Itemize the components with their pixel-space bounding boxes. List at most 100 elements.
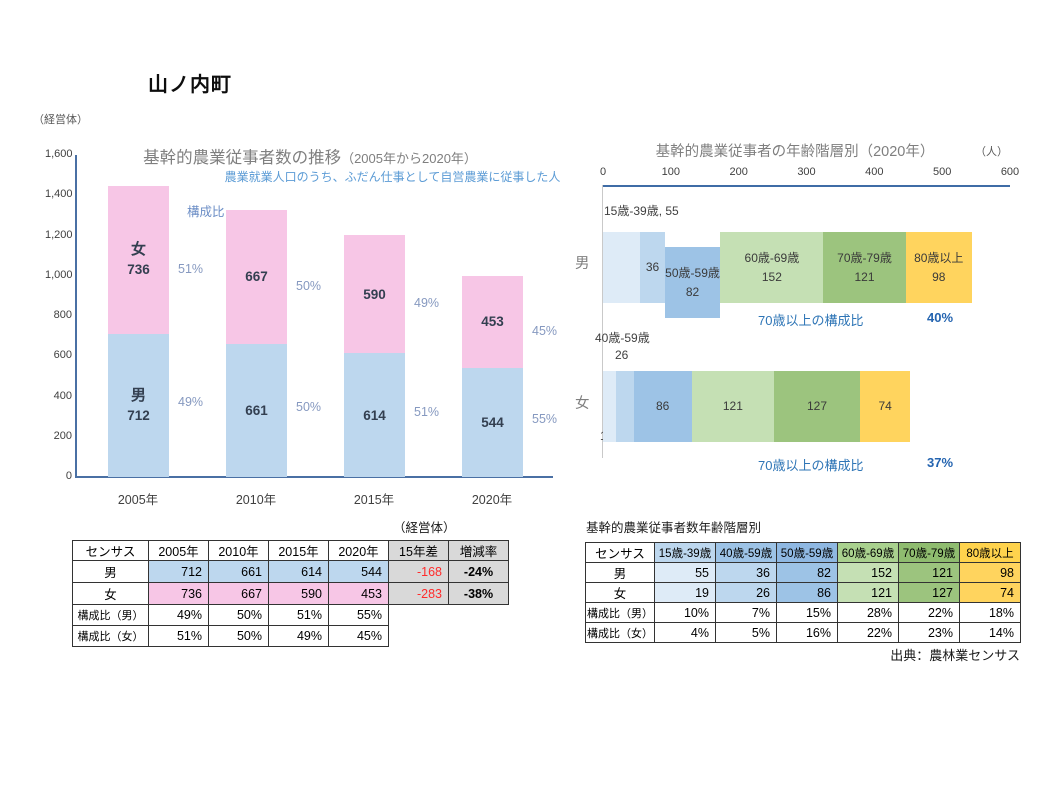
male-value-label: 661 xyxy=(245,402,268,418)
row-label: 構成比（女） xyxy=(72,625,149,647)
trend-chart-title: 基幹的農業従事者数の推移（2005年から2020年） xyxy=(75,144,545,168)
unit-label-people: （人） xyxy=(975,146,1008,158)
male-pct-label: 50% xyxy=(296,400,322,415)
column-header: 2005年 xyxy=(148,540,209,561)
value-cell: 4% xyxy=(654,622,716,643)
female-value-label: 590 xyxy=(363,286,386,302)
y-axis-tick-label: 400 xyxy=(53,389,72,402)
female-40-59-callout-label: 40歳-59歳 xyxy=(595,331,650,345)
trend-chart-title-main: 基幹的農業従事者数の推移 xyxy=(143,149,342,167)
age-y-axis-line xyxy=(602,185,603,458)
male-value-label: 544 xyxy=(481,414,504,430)
x-axis-tick-label: 200 xyxy=(729,166,748,178)
male-segment-value: 82 xyxy=(685,284,700,299)
value-cell: 23% xyxy=(898,622,960,643)
column-header: 60歳-69歳 xyxy=(837,542,899,563)
female-pct-label: 45% xyxy=(532,323,558,338)
x-axis-category-label: 2005年 xyxy=(117,493,159,507)
value-cell: 121 xyxy=(837,582,899,603)
male-pct-label: 49% xyxy=(178,395,204,410)
female-age-segment-60歳-69歳: 121 xyxy=(691,371,774,442)
y-axis-tick-label: 1,200 xyxy=(45,228,73,241)
male-segment-group-label: 50歳-59歳 xyxy=(665,265,720,280)
male-value-label: 614 xyxy=(363,407,386,423)
male-youngest-callout: 15歳-39歳, 55 xyxy=(604,204,679,218)
female-over70-ratio-label: 70歳以上の構成比 xyxy=(758,458,864,473)
value-cell: 453 xyxy=(328,582,389,605)
male-bar-segment-2005年: 男 712 xyxy=(108,333,169,477)
male-age-segment-70歳-79歳: 70歳-79歳 121 xyxy=(823,232,906,303)
male-segment-value: 121 xyxy=(854,269,875,284)
row-label: 構成比（女） xyxy=(585,622,655,643)
table-row: -283 -38% xyxy=(388,582,509,605)
row-label: 女 xyxy=(585,582,655,603)
value-cell: 22% xyxy=(837,622,899,643)
trend-chart: 基幹的農業従事者数の推移（2005年から2020年） 農業就業人口のうち、ふだん… xyxy=(45,140,575,522)
y-axis-tick-label: 200 xyxy=(53,429,72,442)
y-axis-tick-label: 1,000 xyxy=(45,268,73,281)
male-pct-label: 55% xyxy=(532,412,558,427)
male-segment-group-label: 60歳-69歳 xyxy=(744,250,800,265)
female-value-label: 736 xyxy=(127,262,150,278)
x-axis-category-label: 2015年 xyxy=(353,493,395,507)
y-axis-tick-label: 1,600 xyxy=(45,148,73,160)
male-age-segment-40歳-59歳: 36 xyxy=(640,232,665,303)
male-age-segment-15歳-39歳 xyxy=(603,232,641,303)
column-header: 40歳-59歳 xyxy=(715,542,777,563)
table-row: 女 736 667 590 453 xyxy=(72,582,389,605)
age-chart-title: 基幹的農業従事者の年齢階層別（2020年） xyxy=(655,144,935,160)
value-cell: 590 xyxy=(268,582,329,605)
female-age-segment-40歳-59歳 xyxy=(615,371,634,442)
table-row: 女 19 26 86 121 127 74 xyxy=(585,582,1021,603)
value-cell: 50% xyxy=(208,604,269,626)
value-cell: 736 xyxy=(148,582,209,605)
table-row: 構成比（女） 51% 50% 49% 45% xyxy=(72,625,389,647)
table-row: 15年差 増減率 xyxy=(388,540,509,561)
column-header: 2020年 xyxy=(328,540,389,561)
table-row: 男 55 36 82 152 121 98 xyxy=(585,562,1021,583)
x-axis-tick-label: 500 xyxy=(932,166,952,178)
value-cell: 55% xyxy=(328,604,389,626)
male-series-label: 男 xyxy=(130,386,146,404)
female-segment-value: 127 xyxy=(806,399,828,413)
female-bar-segment-2015年: 590 xyxy=(344,234,405,354)
y-axis-tick-label: 1,400 xyxy=(45,188,73,201)
column-header: 15歳-39歳 xyxy=(654,542,716,563)
male-bar-segment-2020年: 544 xyxy=(462,367,523,477)
value-cell: 51% xyxy=(148,625,209,647)
female-pct-label: 51% xyxy=(178,261,204,276)
x-axis-tick-label: 300 xyxy=(797,166,816,178)
x-axis-category-label: 2020年 xyxy=(471,493,513,507)
age-x-axis-line xyxy=(603,185,1010,187)
trend-chart-subtitle: 農業就業人口のうち、ふだん仕事として自営農業に従事した人 xyxy=(224,170,561,184)
female-series-label: 女 xyxy=(130,241,146,259)
value-cell: 74 xyxy=(959,582,1021,603)
value-cell: 7% xyxy=(715,602,777,623)
column-header: 70歳-79歳 xyxy=(898,542,960,563)
value-cell: 152 xyxy=(837,562,899,583)
column-header: 2015年 xyxy=(268,540,329,561)
female-40-59-callout-value: 26 xyxy=(615,348,629,362)
table-row: 構成比（男） 49% 50% 51% 55% xyxy=(72,604,389,626)
value-cell: 121 xyxy=(898,562,960,583)
rate-cell: -24% xyxy=(448,560,509,583)
female-value-label: 667 xyxy=(245,269,268,285)
trend-chart-title-range: （2005年から2020年） xyxy=(341,151,477,166)
table-row: 構成比（男） 10% 7% 15% 28% 22% 18% xyxy=(585,602,1021,623)
female-age-segment-50歳-59歳: 86 xyxy=(633,371,692,442)
column-header: 増減率 xyxy=(448,540,509,561)
value-cell: 667 xyxy=(208,582,269,605)
value-cell: 26 xyxy=(715,582,777,603)
column-header: 15年差 xyxy=(388,540,449,561)
male-segment-value: 152 xyxy=(761,269,782,284)
male-pct-label: 51% xyxy=(414,405,440,420)
age-table: センサス 15歳-39歳 40歳-59歳 50歳-59歳 60歳-69歳 70歳-79歳 8… xyxy=(585,542,1021,643)
female-age-segment-70歳-79歳: 127 xyxy=(773,371,861,442)
value-cell: 15% xyxy=(776,602,838,623)
trend-table-diff-block: 15年差 増減率 -168 -24% -283 -38% xyxy=(388,540,509,605)
age-row-label-male: 男 xyxy=(575,256,590,272)
y-axis-tick-label: 600 xyxy=(53,349,72,362)
male-age-segment-60歳-69歳: 60歳-69歳 152 xyxy=(720,232,824,303)
column-header: センサス xyxy=(72,540,149,561)
